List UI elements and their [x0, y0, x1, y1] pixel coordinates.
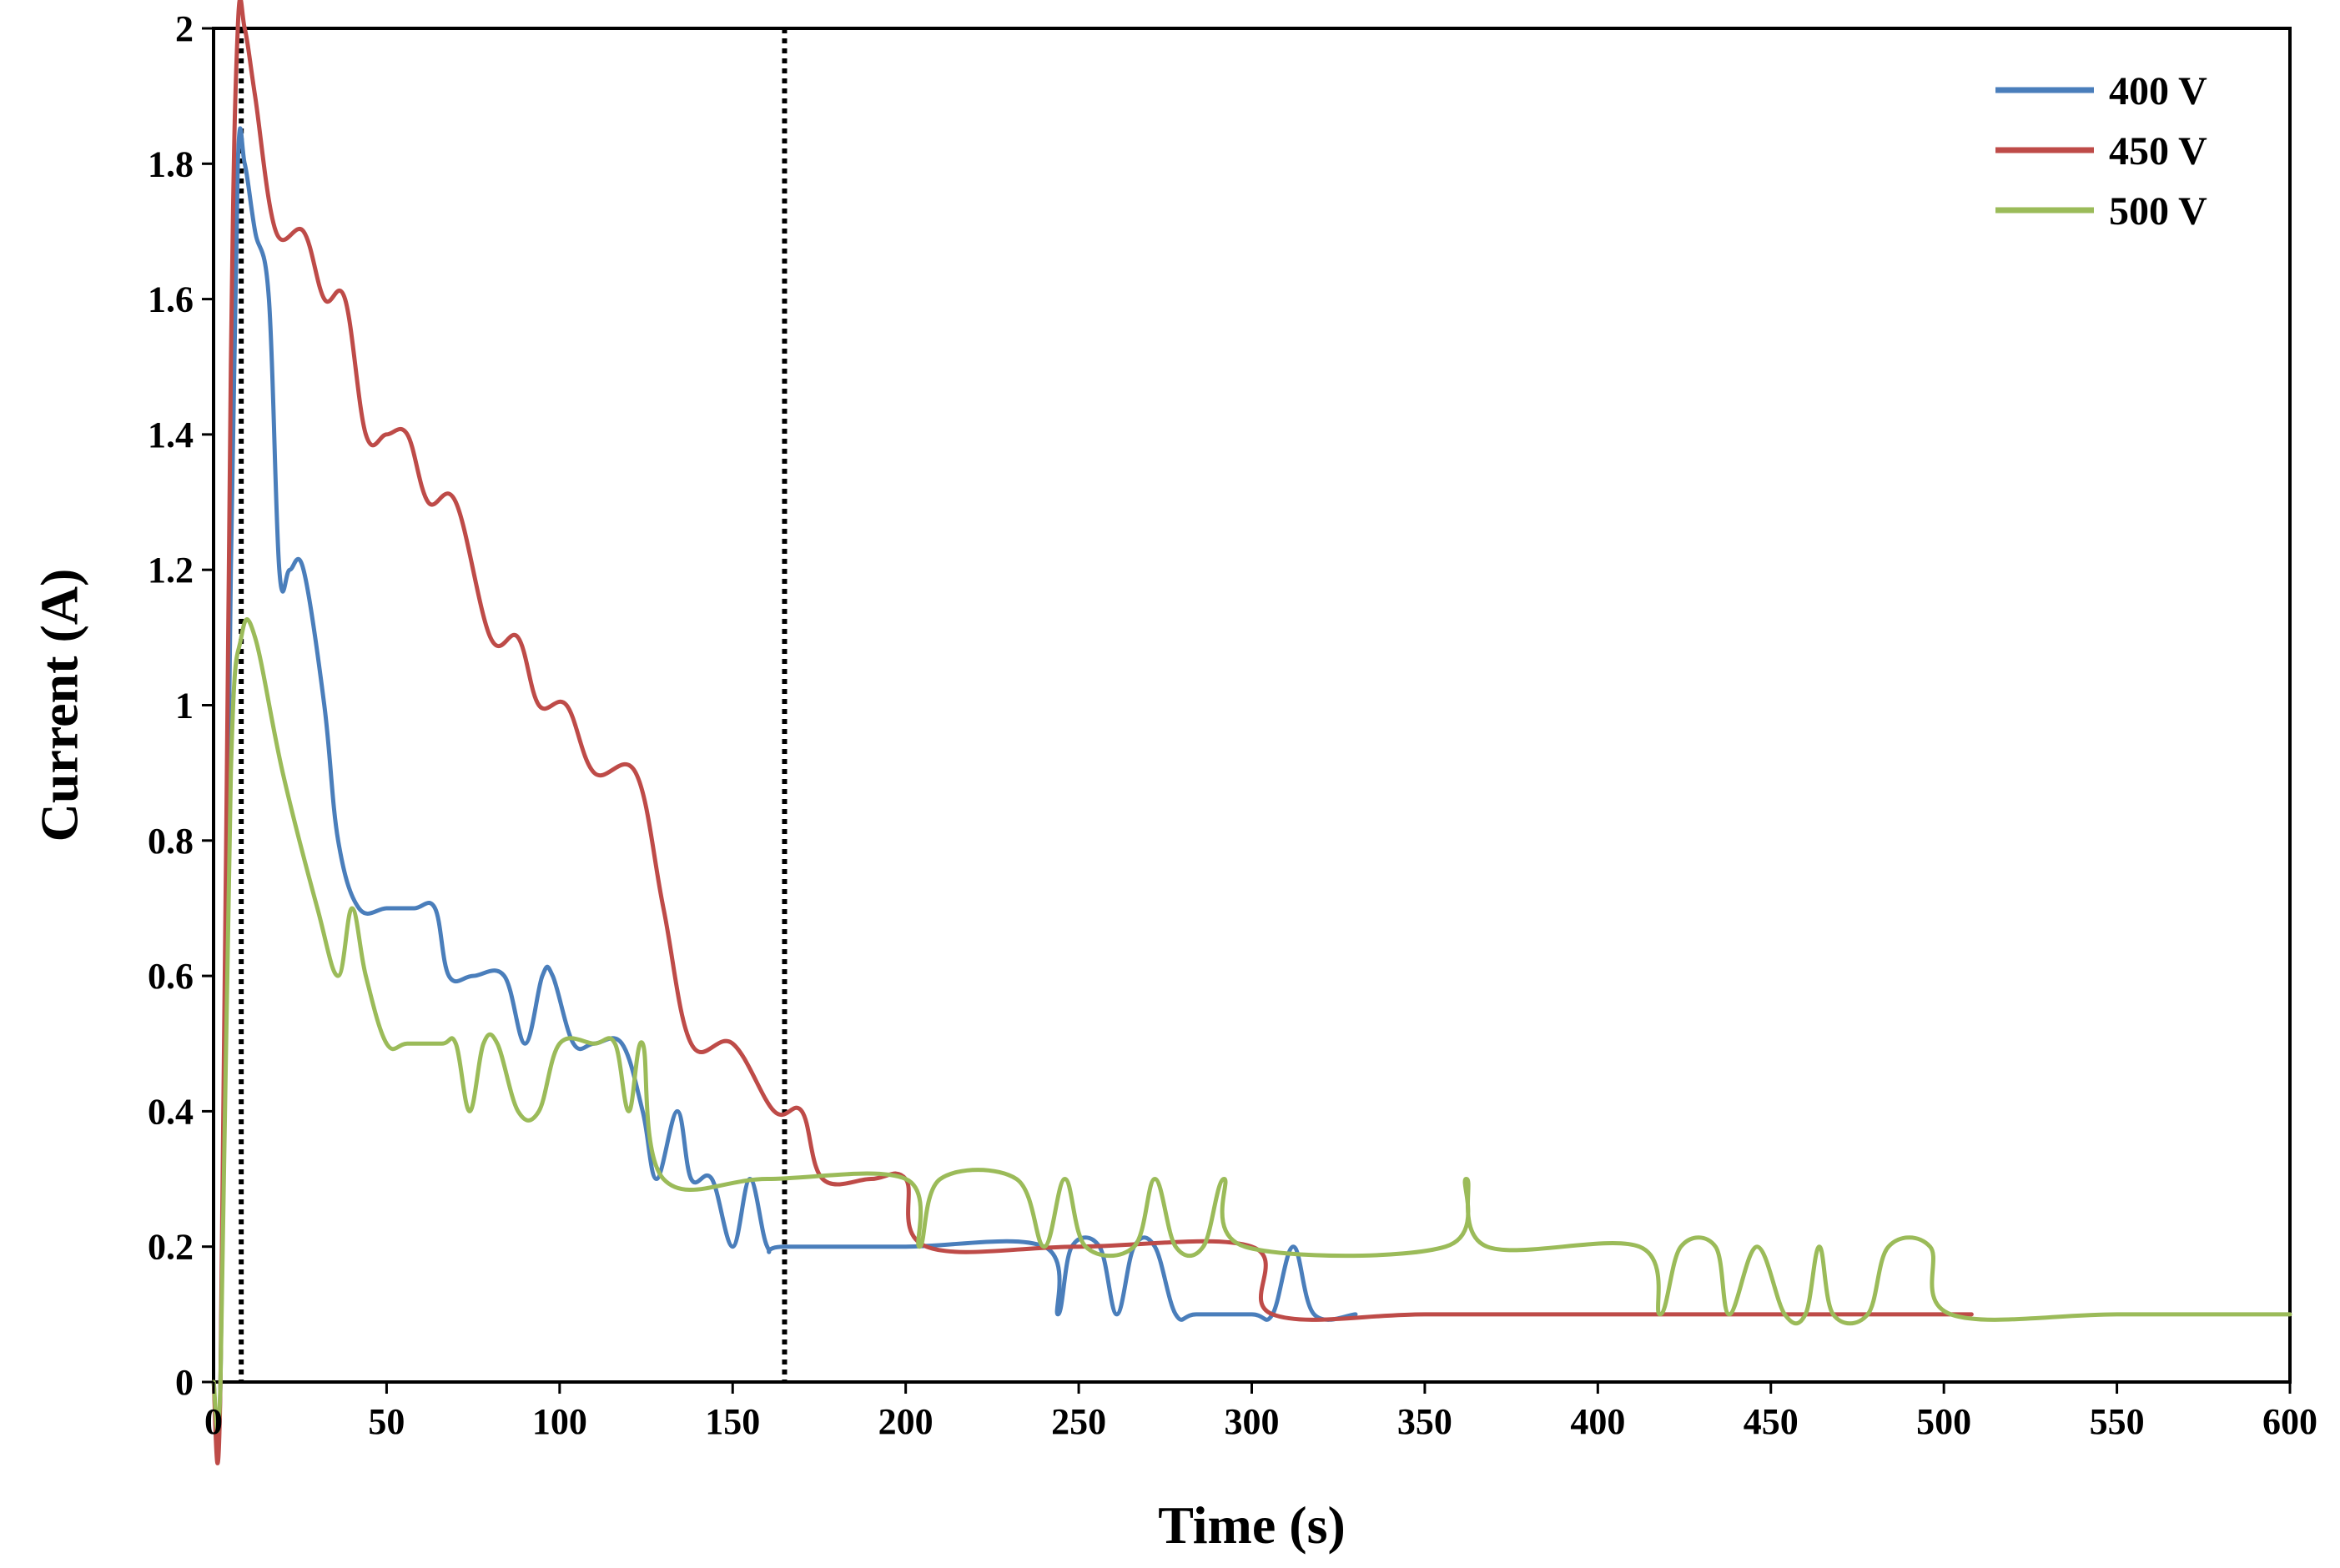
x-tick-label: 600 — [2262, 1401, 2317, 1442]
x-tick-label: 0 — [204, 1401, 223, 1442]
x-tick-label: 550 — [2090, 1401, 2145, 1442]
x-tick-label: 300 — [1225, 1401, 1280, 1442]
x-axis-ticks: 0 50 100 150 200 250 300 350 400 450 500 550 600 — [204, 1382, 2317, 1442]
y-tick-label: 0.8 — [148, 821, 194, 862]
x-tick-label: 500 — [1916, 1401, 1971, 1442]
y-tick-label: 0.6 — [148, 956, 194, 997]
y-tick-label: 0.2 — [148, 1227, 194, 1268]
x-tick-label: 350 — [1397, 1401, 1452, 1442]
y-tick-label: 1.4 — [148, 415, 194, 455]
y-tick-label: 0 — [175, 1362, 194, 1403]
y-tick-label: 1 — [175, 686, 194, 726]
x-tick-label: 100 — [532, 1401, 587, 1442]
series-line-500v — [211, 616, 2292, 1433]
legend-label: 450 V — [2109, 129, 2207, 173]
x-tick-label: 250 — [1051, 1401, 1106, 1442]
y-tick-label: 1.8 — [148, 143, 194, 184]
y-axis-title: Current (A) — [29, 569, 88, 842]
y-axis-ticks: 0 0.2 0.4 0.6 0.8 1 1.2 1.4 1.6 1.8 2 — [148, 8, 214, 1403]
x-tick-label: 450 — [1744, 1401, 1799, 1442]
series-group — [211, 0, 2292, 1465]
y-tick-label: 1.6 — [148, 279, 194, 320]
x-tick-label: 50 — [368, 1401, 405, 1442]
legend-label: 400 V — [2109, 69, 2207, 113]
x-tick-label: 200 — [878, 1401, 933, 1442]
x-tick-label: 150 — [705, 1401, 760, 1442]
y-tick-label: 0.4 — [148, 1091, 194, 1132]
series-line-400v — [211, 126, 1358, 1450]
legend-label: 500 V — [2109, 189, 2207, 234]
x-tick-label: 400 — [1570, 1401, 1625, 1442]
y-tick-label: 1.2 — [148, 550, 194, 591]
series-line-450v — [211, 0, 1974, 1465]
x-axis-title: Time (s) — [1158, 1495, 1346, 1555]
y-tick-label: 2 — [175, 8, 194, 49]
legend: 400 V 450 V 500 V — [1995, 69, 2207, 234]
